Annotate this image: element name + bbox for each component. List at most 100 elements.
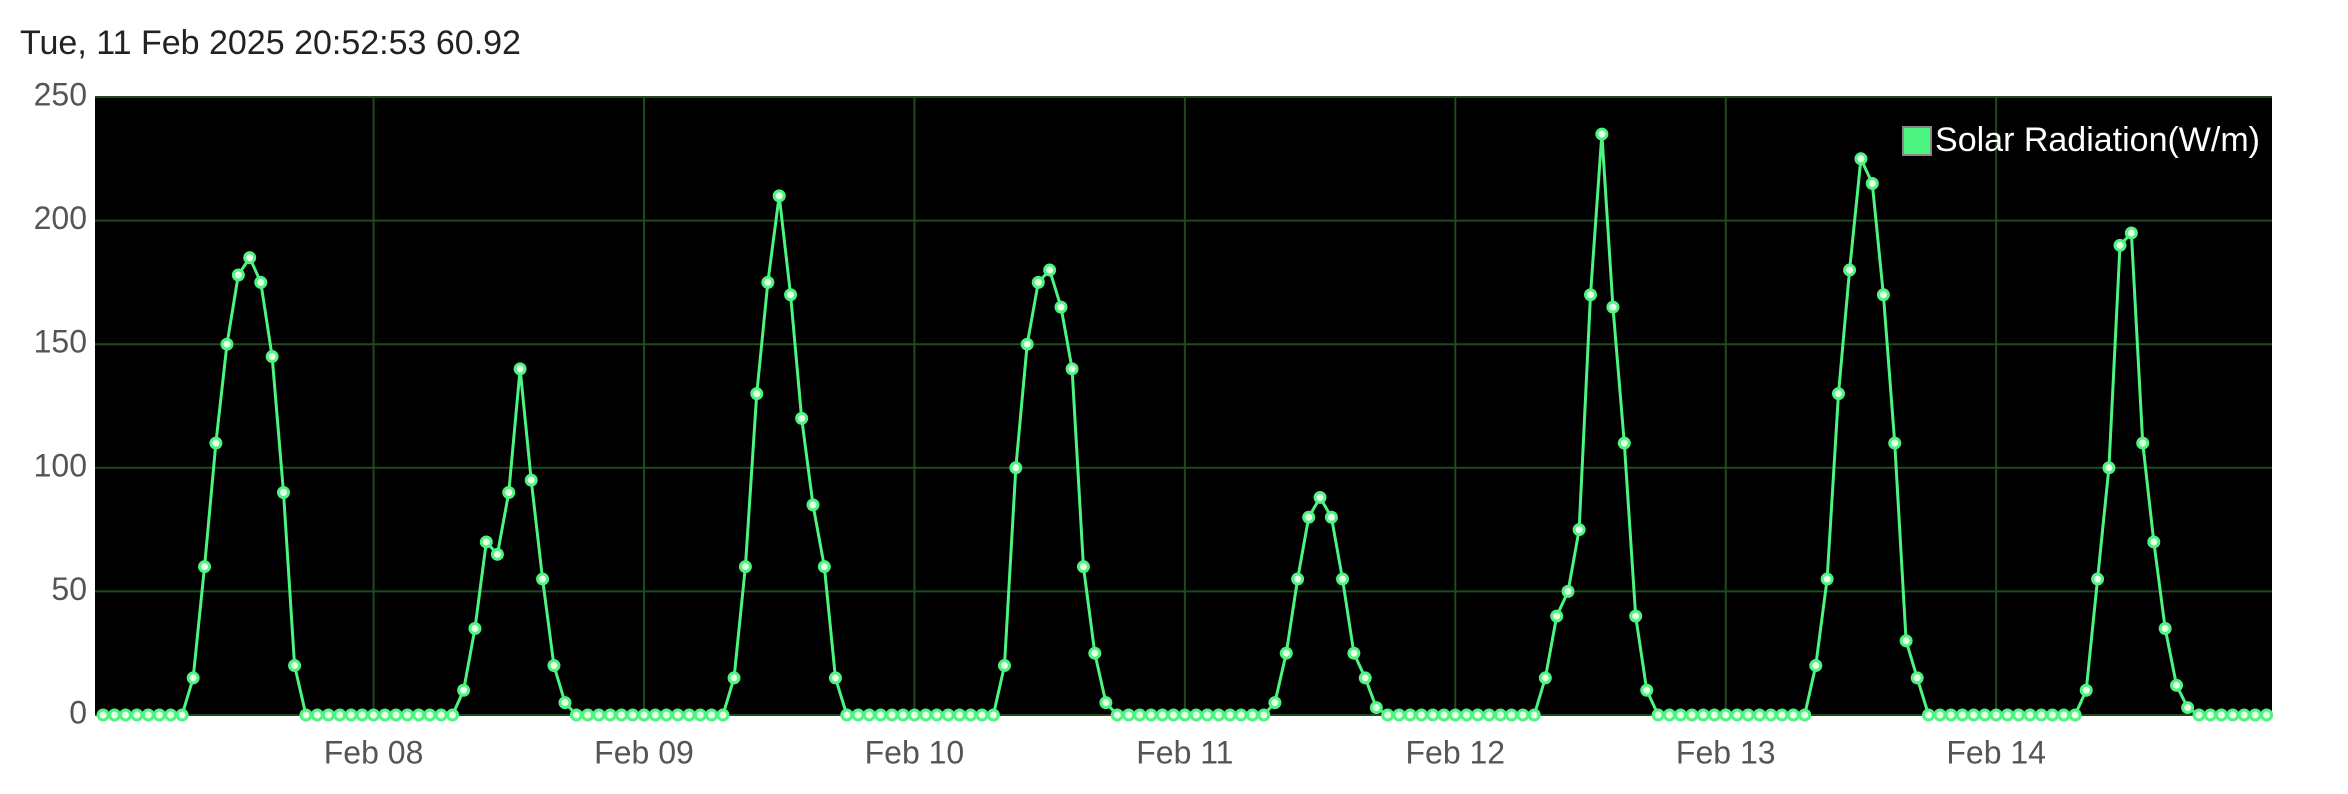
data-point xyxy=(423,708,437,722)
data-point xyxy=(1144,708,1158,722)
data-point xyxy=(1257,708,1271,722)
data-point xyxy=(400,708,414,722)
data-point xyxy=(885,708,899,722)
x-tick-label: Feb 09 xyxy=(594,734,694,770)
data-point xyxy=(1674,708,1688,722)
data-point xyxy=(1336,572,1350,586)
data-point xyxy=(738,560,752,574)
data-point xyxy=(1888,436,1902,450)
data-point xyxy=(254,275,268,289)
data-point xyxy=(1967,708,1981,722)
data-point xyxy=(333,708,347,722)
data-point xyxy=(2203,708,2217,722)
data-point xyxy=(434,708,448,722)
data-point xyxy=(310,708,324,722)
x-tick-label: Feb 11 xyxy=(1136,734,1233,770)
data-point xyxy=(750,387,764,401)
data-point xyxy=(705,708,719,722)
data-point xyxy=(107,708,121,722)
data-point xyxy=(2124,226,2138,240)
x-tick-label: Feb 12 xyxy=(1405,734,1505,770)
data-point xyxy=(1122,708,1136,722)
data-point xyxy=(2260,708,2274,722)
data-point xyxy=(659,708,673,722)
data-point xyxy=(558,696,572,710)
data-point xyxy=(1043,263,1057,277)
data-point xyxy=(468,621,482,635)
data-point xyxy=(1640,683,1654,697)
data-point xyxy=(1629,609,1643,623)
data-point xyxy=(1933,708,1947,722)
data-point xyxy=(2102,461,2116,475)
y-tick-label: 150 xyxy=(34,324,87,360)
data-point xyxy=(198,560,212,574)
data-point xyxy=(1291,572,1305,586)
data-point xyxy=(288,659,302,673)
data-point xyxy=(1843,263,1857,277)
x-tick-label: Feb 08 xyxy=(324,734,424,770)
data-point xyxy=(1910,671,1924,685)
data-point xyxy=(344,708,358,722)
data-point xyxy=(1685,708,1699,722)
data-point xyxy=(1088,646,1102,660)
data-point xyxy=(1753,708,1767,722)
data-point xyxy=(1989,708,2003,722)
data-point xyxy=(817,560,831,574)
data-point xyxy=(479,535,493,549)
data-point xyxy=(953,708,967,722)
data-point xyxy=(2001,708,2015,722)
data-point xyxy=(1268,696,1282,710)
data-point xyxy=(1651,708,1665,722)
data-point xyxy=(1347,646,1361,660)
data-point xyxy=(626,708,640,722)
data-point xyxy=(840,708,854,722)
data-point xyxy=(919,708,933,722)
data-point xyxy=(446,708,460,722)
data-point xyxy=(1820,572,1834,586)
data-point xyxy=(1054,300,1068,314)
data-point xyxy=(615,708,629,722)
data-point xyxy=(1775,708,1789,722)
data-point xyxy=(874,708,888,722)
data-point xyxy=(1865,177,1879,191)
data-point xyxy=(1448,708,1462,722)
data-point xyxy=(1099,696,1113,710)
data-point xyxy=(2113,238,2127,252)
data-point xyxy=(1696,708,1710,722)
data-point xyxy=(1978,708,1992,722)
data-point xyxy=(1358,671,1372,685)
data-point xyxy=(1572,523,1586,537)
data-point xyxy=(141,708,155,722)
data-point xyxy=(592,708,606,722)
data-point xyxy=(1505,708,1519,722)
data-point xyxy=(784,288,798,302)
data-point xyxy=(1200,708,1214,722)
data-point xyxy=(231,268,245,282)
data-point xyxy=(2248,708,2262,722)
data-point xyxy=(1178,708,1192,722)
data-point xyxy=(1426,708,1440,722)
data-point xyxy=(1538,671,1552,685)
y-tick-label: 250 xyxy=(34,76,87,112)
data-point xyxy=(1155,708,1169,722)
data-point xyxy=(1595,127,1609,141)
data-point xyxy=(603,708,617,722)
data-point xyxy=(389,708,403,722)
data-point xyxy=(1550,609,1564,623)
data-point xyxy=(1223,708,1237,722)
data-point xyxy=(772,189,786,203)
data-point xyxy=(1719,708,1733,722)
data-point xyxy=(851,708,865,722)
data-point xyxy=(2068,708,2082,722)
data-point xyxy=(490,547,504,561)
data-point xyxy=(986,708,1000,722)
data-point xyxy=(2181,701,2195,715)
data-point xyxy=(1831,387,1845,401)
legend-swatch xyxy=(1902,126,1933,156)
data-point xyxy=(457,683,471,697)
data-point xyxy=(862,708,876,722)
data-point xyxy=(1730,708,1744,722)
data-point xyxy=(581,708,595,722)
data-point xyxy=(2237,708,2251,722)
